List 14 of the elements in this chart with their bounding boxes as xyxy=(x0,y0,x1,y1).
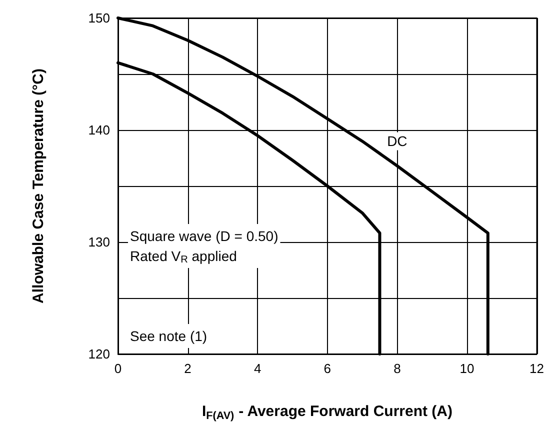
x-tick-label: 12 xyxy=(530,361,544,376)
y-axis-title: Allowable Case Temperature (°C) xyxy=(30,68,47,304)
y-tick-label: 130 xyxy=(88,234,110,250)
x-tick-label: 10 xyxy=(460,361,474,376)
x-tick-label: 6 xyxy=(324,361,331,376)
x-tick-label: 2 xyxy=(184,361,192,376)
annotation: DC xyxy=(387,133,408,150)
y-tick-label: 140 xyxy=(88,122,110,138)
x-tick-label: 0 xyxy=(114,361,122,376)
x-tick-label: 8 xyxy=(394,361,401,376)
x-tick-label: 4 xyxy=(254,361,262,376)
y-tick-label: 150 xyxy=(88,10,110,26)
y-tick-label: 120 xyxy=(88,346,110,362)
annotation: See note (1) xyxy=(130,328,208,344)
